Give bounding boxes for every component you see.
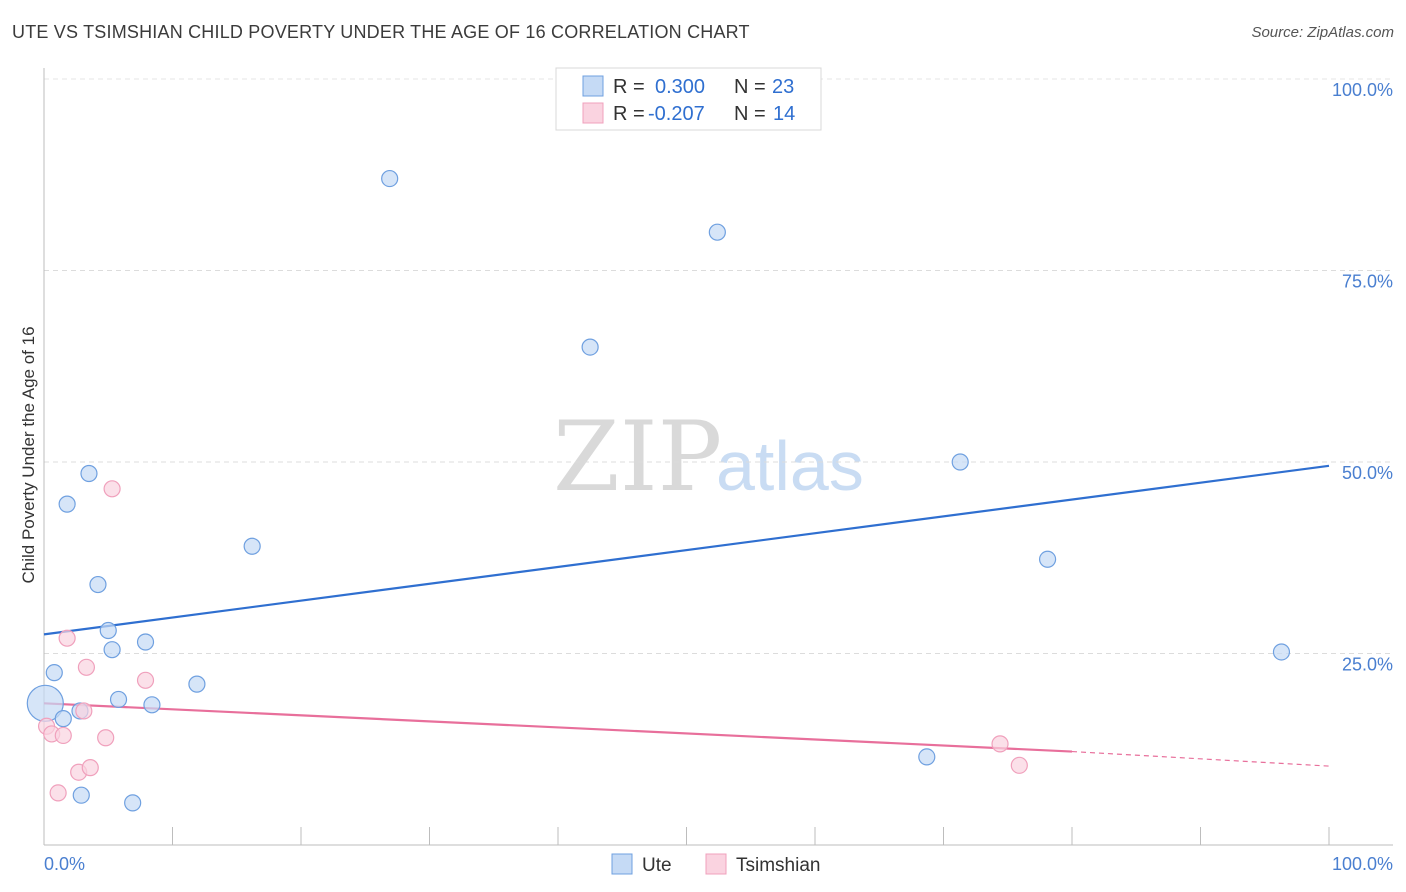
- point-ute-7: [89, 575, 107, 594]
- point-ute-6: [80, 464, 98, 483]
- point-ute-3: [58, 495, 76, 513]
- trend-line-ute: [43, 464, 1330, 636]
- point-ute-11: [124, 794, 142, 812]
- point-tsimshian-13: [1010, 756, 1028, 774]
- point-tsimshian-4: [58, 629, 76, 647]
- point-tsimshian-11: [136, 671, 155, 689]
- point-tsimshian-10: [103, 480, 121, 498]
- point-tsimshian-12: [991, 735, 1009, 753]
- point-ute-2: [54, 710, 72, 728]
- point-ute-14: [188, 675, 206, 693]
- point-ute-18: [708, 223, 726, 241]
- y-tick-label-1: 50.0%: [1342, 463, 1393, 483]
- point-ute-21: [1038, 550, 1057, 568]
- y-tick-labels: 25.0% 50.0% 75.0% 100.0%: [1332, 80, 1393, 675]
- legend-n-value-ute: 23: [772, 76, 794, 98]
- legend-n-label-ute: N =: [734, 76, 766, 98]
- series-legend-swatch-ute: [611, 853, 633, 875]
- watermark-zip: ZIP: [553, 401, 722, 513]
- stats-legend: R = 0.300 N = 23 R = -0.207 N = 14: [555, 67, 822, 131]
- series-legend-swatch-tsimshian: [705, 853, 727, 875]
- point-ute-1: [45, 664, 63, 682]
- watermark-atlas: atlas: [716, 427, 864, 505]
- chart-source: Source: ZipAtlas.com: [1251, 24, 1394, 41]
- data-points: [26, 169, 1291, 812]
- point-tsimshian-8: [81, 759, 99, 777]
- y-tick-label-0: 25.0%: [1342, 655, 1393, 675]
- series-legend-label-tsimshian: Tsimshian: [736, 855, 820, 876]
- point-ute-17: [581, 338, 599, 356]
- point-ute-8: [99, 621, 117, 640]
- legend-r-label-ute: R =: [613, 76, 645, 98]
- legend-swatch-ute: [582, 75, 604, 97]
- point-ute-22: [1272, 643, 1291, 661]
- legend-r-label-tsimshian: R =: [613, 103, 645, 125]
- y-tick-label-3: 100.0%: [1332, 80, 1393, 100]
- point-ute-13: [143, 696, 161, 714]
- x-tick-label-min: 0.0%: [44, 854, 85, 874]
- point-ute-20: [951, 453, 969, 471]
- x-tick-label-max: 100.0%: [1332, 854, 1393, 874]
- point-ute-10: [109, 690, 128, 709]
- y-axis-label: Child Poverty Under the Age of 16: [19, 326, 38, 583]
- trend-lines: [43, 464, 1330, 767]
- legend-r-value-ute: 0.300: [655, 76, 705, 98]
- gridlines: [44, 78, 1393, 654]
- y-tick-label-2: 75.0%: [1342, 272, 1393, 292]
- point-tsimshian-3: [54, 726, 72, 745]
- legend-n-label-tsimshian: N =: [734, 103, 766, 125]
- point-ute-9: [103, 641, 121, 659]
- trend-line-tsimshian: [43, 702, 1073, 753]
- legend-swatch-tsimshian: [582, 102, 604, 124]
- point-ute-15: [243, 537, 261, 555]
- point-ute-5: [72, 786, 90, 804]
- point-ute-16: [381, 169, 399, 188]
- point-tsimshian-9: [97, 729, 115, 747]
- point-tsimshian-6: [75, 702, 93, 720]
- series-legend: Ute Tsimshian: [611, 853, 820, 876]
- point-tsimshian-2: [49, 784, 67, 802]
- chart-title: UTE VS TSIMSHIAN CHILD POVERTY UNDER THE…: [12, 22, 750, 42]
- legend-r-value-tsimshian: -0.207: [648, 103, 705, 125]
- point-ute-19: [918, 748, 936, 766]
- trend-line-extension-tsimshian: [1071, 750, 1330, 767]
- series-legend-label-ute: Ute: [642, 855, 672, 876]
- legend-n-value-tsimshian: 14: [773, 103, 795, 125]
- point-ute-12: [136, 633, 155, 651]
- point-tsimshian-7: [77, 658, 96, 676]
